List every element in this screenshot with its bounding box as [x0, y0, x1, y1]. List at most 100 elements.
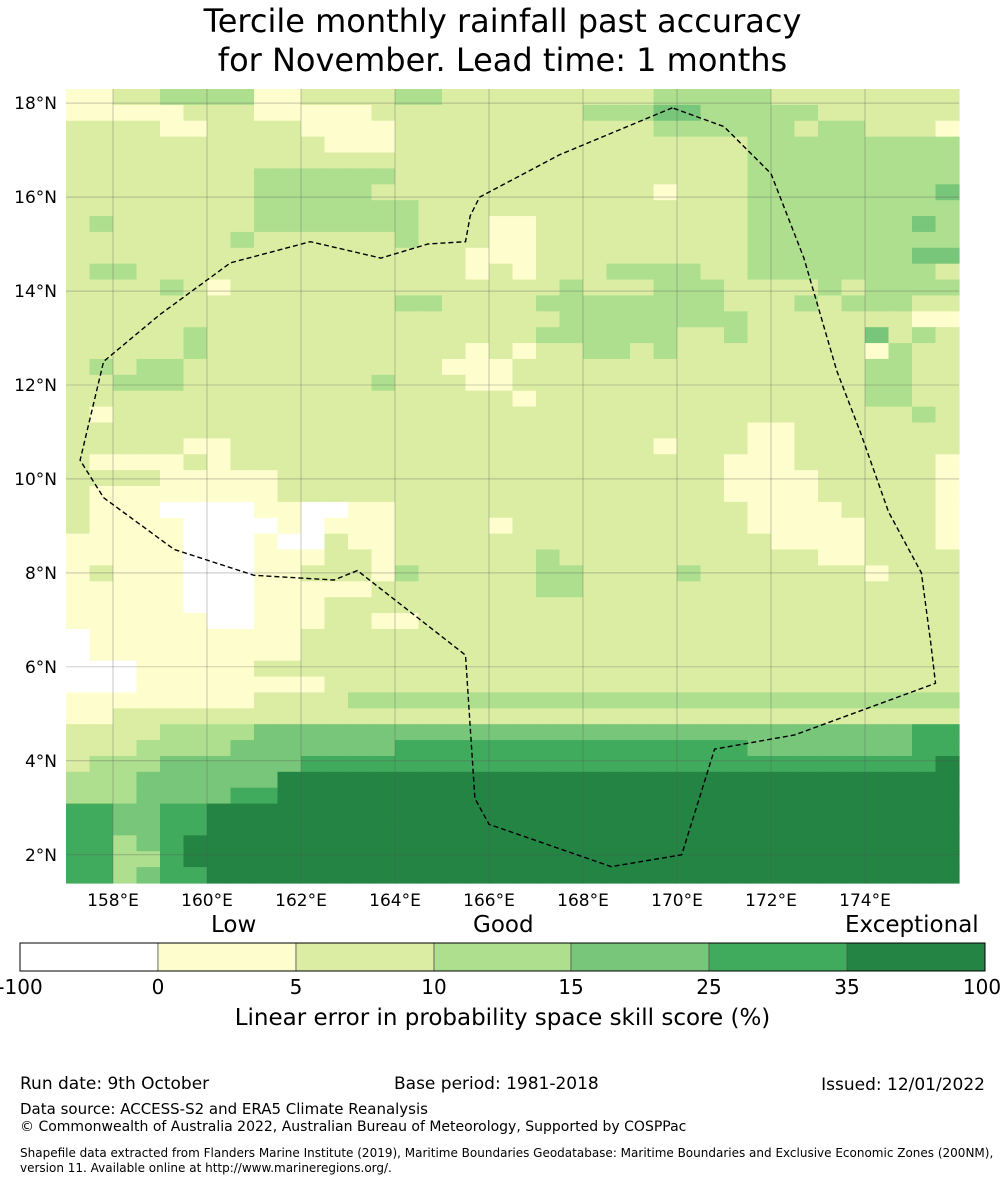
grid-cell — [630, 851, 655, 868]
grid-cell — [935, 533, 960, 551]
latitude-tick-label: 16°N — [14, 188, 57, 208]
grid-cell — [136, 136, 161, 154]
grid-cell — [89, 406, 114, 424]
grid-cell — [818, 327, 843, 344]
grid-cell — [724, 327, 749, 344]
grid-cell — [277, 406, 302, 424]
grid-cell — [324, 470, 349, 487]
grid-cell — [677, 247, 702, 265]
grid-cell — [136, 787, 161, 805]
grid-cell — [207, 327, 232, 344]
grid-cell — [183, 184, 208, 201]
grid-cell — [865, 724, 890, 741]
grid-cell — [630, 835, 655, 852]
grid-cell — [183, 819, 208, 836]
grid-cell — [677, 867, 702, 884]
grid-cell — [771, 311, 796, 328]
grid-cell — [818, 216, 843, 233]
grid-cell — [771, 327, 796, 344]
grid-cell — [442, 374, 467, 392]
grid-cell — [371, 803, 396, 821]
grid-cell — [794, 343, 819, 360]
grid-cell — [254, 628, 279, 646]
grid-cell — [89, 676, 114, 694]
grid-cell — [230, 454, 255, 471]
grid-cell — [865, 581, 890, 598]
grid-cell — [747, 136, 772, 154]
grid-cell — [935, 327, 960, 344]
grid-cell — [160, 676, 185, 694]
grid-cell — [841, 343, 866, 360]
grid-cell — [160, 517, 185, 535]
grid-cell — [113, 676, 138, 694]
grid-cell — [888, 724, 913, 741]
grid-cell — [536, 343, 561, 360]
grid-cell — [113, 660, 138, 678]
grid-cell — [559, 803, 584, 821]
grid-cell — [183, 660, 208, 678]
grid-cell — [559, 168, 584, 185]
grid-cell — [301, 549, 326, 566]
grid-cell — [653, 724, 678, 741]
grid-cell — [818, 660, 843, 678]
grid-cell — [841, 501, 866, 519]
grid-cell — [277, 628, 302, 646]
grid-cell — [512, 740, 537, 757]
grid-cell — [183, 104, 208, 122]
grid-cell — [113, 708, 138, 725]
grid-cell — [677, 422, 702, 439]
grid-cell — [277, 438, 302, 455]
grid-cell — [559, 628, 584, 646]
grid-cell — [700, 247, 725, 265]
grid-cell — [136, 390, 161, 408]
grid-cell — [653, 136, 678, 154]
grid-cell — [771, 422, 796, 439]
grid-cell — [277, 279, 302, 297]
grid-cell — [442, 755, 467, 773]
grid-cell — [606, 406, 631, 424]
grid-cell — [677, 374, 702, 392]
grid-cell — [207, 89, 232, 106]
grid-cell — [277, 771, 302, 789]
grid-cell — [371, 486, 396, 503]
grid-cell — [89, 327, 114, 344]
grid-cell — [536, 533, 561, 551]
grid-cell — [301, 406, 326, 424]
grid-cell — [818, 628, 843, 646]
grid-cell — [66, 613, 91, 630]
grid-cell — [230, 358, 255, 376]
grid-cell — [559, 851, 584, 868]
grid-cell — [771, 628, 796, 646]
grid-cell — [771, 200, 796, 217]
grid-cell — [794, 803, 819, 821]
grid-cell — [559, 613, 584, 630]
grid-cell — [183, 406, 208, 424]
grid-cell — [254, 200, 279, 217]
grid-cell — [207, 597, 232, 614]
grid-cell — [724, 470, 749, 487]
grid-cell — [653, 517, 678, 535]
grid-cell — [794, 200, 819, 217]
grid-cell — [489, 565, 514, 582]
grid-cell — [677, 438, 702, 455]
grid-cell — [653, 152, 678, 169]
grid-cell — [583, 486, 608, 503]
grid-cell — [724, 660, 749, 678]
grid-cell — [771, 263, 796, 281]
grid-cell — [841, 644, 866, 662]
grid-cell — [700, 613, 725, 630]
grid-cell — [724, 247, 749, 265]
grid-cell — [912, 787, 937, 805]
grid-cell — [606, 374, 631, 392]
grid-cell — [841, 867, 866, 884]
colorbar-tick: -100 — [0, 975, 43, 999]
grid-cell — [89, 549, 114, 566]
grid-cell — [912, 184, 937, 201]
grid-cell — [136, 231, 161, 249]
grid-cell — [489, 247, 514, 265]
grid-cell — [442, 231, 467, 249]
grid-cell — [183, 390, 208, 408]
grid-cell — [89, 168, 114, 185]
longitude-tick-label: 162°E — [275, 891, 327, 911]
grid-cell — [653, 470, 678, 487]
